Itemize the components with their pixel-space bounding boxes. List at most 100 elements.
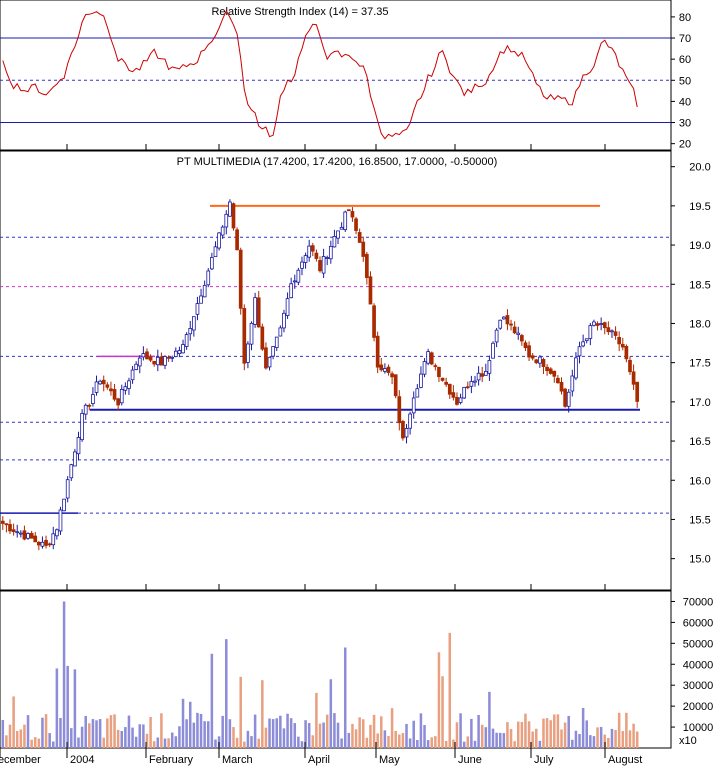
volume-bar	[343, 647, 347, 748]
candle-body	[523, 342, 528, 349]
price-tick-label: 18.0	[689, 318, 710, 330]
volume-panel: 10000 20000 30000 40000 50000 60000 70000 x10	[0, 590, 714, 749]
candle-body	[141, 353, 146, 358]
candle-body	[599, 323, 603, 325]
candle-body	[47, 543, 52, 546]
candle-body	[469, 381, 474, 387]
volume-bar	[282, 728, 286, 748]
volume-bar	[495, 732, 498, 748]
candle-body	[55, 529, 59, 537]
candle-body	[253, 297, 257, 325]
volume-bar	[581, 708, 585, 748]
candle-body	[137, 357, 142, 367]
candle-body	[437, 366, 441, 378]
volume-bar	[441, 676, 444, 748]
volume-bar	[5, 735, 8, 748]
candle-body	[231, 203, 236, 229]
candle-body	[314, 252, 319, 259]
volume-bar	[95, 720, 98, 748]
candle-body	[105, 384, 110, 388]
volume-bar	[268, 718, 271, 748]
volume-bar	[625, 712, 628, 748]
volume-bar	[592, 736, 596, 748]
candle-body	[433, 365, 438, 368]
month-label: August	[608, 754, 642, 766]
candle-body	[292, 280, 297, 283]
rsi-tick-label: 40	[679, 96, 691, 108]
candle-body	[343, 211, 348, 231]
candle-body	[408, 413, 412, 429]
volume-bar	[62, 601, 66, 748]
candle-body	[390, 373, 394, 378]
candle-body	[556, 377, 560, 384]
volume-bar	[73, 669, 77, 748]
volume-bar	[509, 728, 513, 748]
volume-bar	[225, 639, 228, 748]
price-layer: 15.0 15.5 16.0 16.5 17.0 17.5 18.0 18.5 19.0 19.5…	[0, 162, 711, 590]
candle-body	[566, 391, 571, 407]
volume-bar	[444, 740, 448, 748]
volume-bar	[336, 722, 340, 748]
rsi-tick-label: 60	[679, 54, 691, 66]
candle-body	[379, 364, 384, 371]
candle-body	[112, 389, 117, 400]
candle-body	[22, 530, 27, 540]
volume-bar	[632, 723, 635, 748]
volume-bar	[383, 730, 387, 748]
volume-bar	[437, 652, 441, 748]
candle-body	[361, 241, 366, 257]
candle-body	[202, 284, 207, 298]
volume-bar	[52, 741, 55, 748]
volume-bar	[520, 721, 524, 748]
candle-body	[498, 319, 503, 329]
volume-bar	[340, 738, 343, 748]
candle-body	[170, 356, 175, 359]
volume-bar	[19, 729, 23, 748]
volume-bar	[599, 726, 603, 748]
volume-bar	[235, 737, 239, 748]
volume-bar	[455, 722, 459, 748]
candle-body	[256, 297, 261, 328]
volume-bar	[506, 722, 509, 748]
volume-bar	[33, 737, 37, 748]
candle-body	[574, 357, 578, 379]
volume-bar	[329, 679, 333, 748]
volume-bar	[578, 734, 581, 748]
volume-bar	[304, 720, 307, 748]
candle-body	[224, 213, 229, 228]
candle-body	[184, 334, 189, 347]
candle-body	[33, 535, 38, 543]
candle-body	[538, 356, 542, 364]
candle-body	[101, 379, 106, 385]
volume-bar	[315, 692, 318, 748]
rsi-title: Relative Strength Index (14) = 37.35	[211, 6, 388, 18]
volume-bar	[434, 736, 437, 748]
price-tick-label: 17.0	[689, 397, 710, 409]
volume-tick-label: 50000	[683, 638, 714, 650]
volume-bar	[275, 718, 279, 748]
volume-bar	[300, 741, 304, 748]
volume-bar	[462, 741, 466, 748]
volume-bar	[394, 730, 397, 748]
candle-body	[206, 270, 211, 286]
volume-bar	[239, 676, 242, 748]
candle-body	[116, 398, 120, 406]
candle-body	[476, 372, 481, 381]
candle-body	[332, 236, 337, 248]
volume-bar	[199, 713, 203, 748]
volume-bar	[589, 735, 592, 748]
volume-bar	[37, 738, 41, 748]
candle-body	[119, 389, 124, 404]
candle-body	[228, 201, 232, 217]
candle-body	[397, 396, 402, 424]
candle-body	[145, 351, 149, 360]
volume-bar	[91, 719, 95, 748]
candle-body	[494, 329, 499, 343]
volume-bar	[257, 738, 260, 748]
volume-bar	[210, 653, 214, 748]
volume-bar	[80, 726, 84, 748]
volume-bar	[188, 701, 192, 748]
volume-bar	[88, 723, 91, 748]
volume-tick-label: 70000	[683, 596, 714, 608]
